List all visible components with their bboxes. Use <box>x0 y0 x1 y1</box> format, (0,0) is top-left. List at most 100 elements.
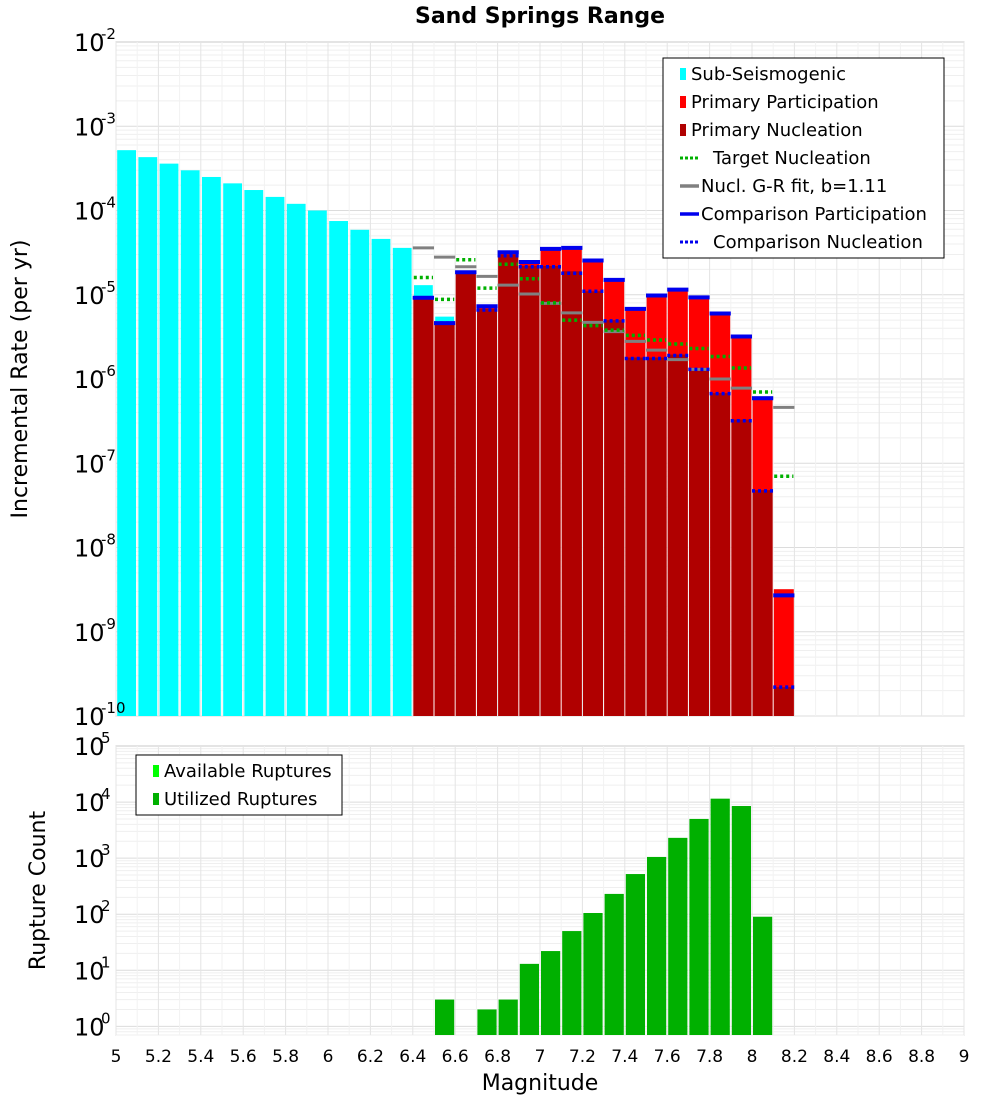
top-legend-swatch <box>680 124 686 136</box>
x-tick-label: 7 <box>535 1047 546 1067</box>
y-tick-exponent: -4 <box>101 194 116 212</box>
top-legend-label: Target Nucleation <box>712 148 871 169</box>
x-tick-label: 6.8 <box>484 1047 511 1067</box>
primary-nucleation-bar <box>710 393 731 716</box>
utilized-ruptures-bar <box>583 913 603 1035</box>
top-y-axis-label: Incremental Rate (per yr) <box>8 240 33 519</box>
utilized-ruptures-bar <box>647 856 667 1035</box>
utilized-ruptures-bar <box>519 963 539 1035</box>
x-tick-label: 5.2 <box>145 1047 172 1067</box>
x-axis-label: Magnitude <box>482 1071 599 1096</box>
x-tick-label: 8.2 <box>781 1047 808 1067</box>
y-tick-exponent: -10 <box>101 699 126 717</box>
y-tick-exponent: -9 <box>101 615 116 633</box>
sub-seismogenic-bar <box>180 170 200 716</box>
y-tick-exponent: 0 <box>101 1009 111 1027</box>
y-tick-label: 10 <box>74 113 105 141</box>
top-legend-label: Comparison Participation <box>701 204 927 225</box>
x-tick-label: 5.4 <box>187 1047 214 1067</box>
top-legend <box>662 57 945 259</box>
utilized-ruptures-bar <box>710 798 730 1035</box>
x-tick-label: 6.6 <box>442 1047 469 1067</box>
top-legend-label: Sub-Seismogenic <box>691 64 846 85</box>
x-tick-label: 5.6 <box>230 1047 257 1067</box>
y-tick-exponent: 1 <box>101 953 111 971</box>
utilized-ruptures-bar <box>668 837 688 1035</box>
x-tick-label: 8.6 <box>866 1047 893 1067</box>
bottom-legend-label: Utilized Ruptures <box>164 789 317 810</box>
x-tick-label: 7.6 <box>654 1047 681 1067</box>
y-tick-exponent: 5 <box>101 729 111 747</box>
y-tick-exponent: -8 <box>101 531 116 549</box>
primary-nucleation-bar <box>731 419 752 716</box>
utilized-ruptures-bar <box>435 999 455 1035</box>
sub-seismogenic-bar <box>202 176 221 716</box>
y-tick-label: 10 <box>74 535 105 563</box>
primary-nucleation-bar <box>519 265 540 716</box>
top-legend-swatch <box>680 68 686 80</box>
primary-nucleation-bar <box>498 254 519 716</box>
x-tick-label: 8.4 <box>823 1047 850 1067</box>
y-tick-label: 10 <box>74 450 105 478</box>
sub-seismogenic-bar <box>371 238 391 716</box>
x-tick-label: 5 <box>111 1047 122 1067</box>
utilized-ruptures-bar <box>604 893 624 1035</box>
primary-nucleation-bar <box>667 354 688 716</box>
utilized-ruptures-bar <box>753 916 773 1035</box>
top-legend-label: Primary Participation <box>691 92 879 113</box>
utilized-ruptures-bar <box>541 951 561 1035</box>
x-tick-label: 7.8 <box>696 1047 723 1067</box>
x-tick-label: 7.4 <box>611 1047 638 1067</box>
y-tick-label: 10 <box>74 198 105 226</box>
sub-seismogenic-bar <box>138 157 158 717</box>
top-legend-label: Primary Nucleation <box>691 120 863 141</box>
y-tick-label: 10 <box>74 901 105 929</box>
y-tick-label: 10 <box>74 366 105 394</box>
y-tick-exponent: 4 <box>101 785 111 803</box>
x-tick-label: 5.8 <box>272 1047 299 1067</box>
y-tick-label: 10 <box>74 733 105 761</box>
primary-nucleation-bar <box>646 357 667 716</box>
sub-seismogenic-bar <box>265 196 285 717</box>
top-legend-label: Nucl. G-R fit, b=1.11 <box>701 176 887 197</box>
y-tick-label: 10 <box>74 619 105 647</box>
sub-seismogenic-bar <box>308 210 327 716</box>
primary-nucleation-bar <box>455 271 476 716</box>
y-tick-exponent: 3 <box>101 841 111 859</box>
y-tick-label: 10 <box>74 282 105 310</box>
sub-seismogenic-bar <box>117 150 136 717</box>
primary-nucleation-bar <box>604 320 625 716</box>
y-tick-exponent: 2 <box>101 897 111 915</box>
sub-seismogenic-bar <box>392 247 412 716</box>
primary-participation-bar <box>773 589 794 716</box>
primary-nucleation-bar <box>752 490 773 716</box>
bottom-legend-swatch <box>153 765 159 777</box>
y-tick-label: 10 <box>74 1013 105 1041</box>
chart-title: Sand Springs Range <box>415 4 665 29</box>
x-tick-label: 7.2 <box>569 1047 596 1067</box>
x-tick-label: 6 <box>323 1047 334 1067</box>
y-tick-label: 10 <box>74 789 105 817</box>
y-tick-label: 10 <box>74 703 105 731</box>
y-tick-exponent: -2 <box>101 25 116 43</box>
sub-seismogenic-bar <box>159 163 179 716</box>
utilized-ruptures-bar <box>689 818 709 1035</box>
x-tick-label: 6.2 <box>357 1047 384 1067</box>
sub-seismogenic-bar <box>223 183 242 716</box>
y-tick-exponent: -5 <box>101 278 116 296</box>
x-tick-label: 8.8 <box>908 1047 935 1067</box>
sub-seismogenic-bar <box>286 203 306 716</box>
y-tick-label: 10 <box>74 29 105 57</box>
y-tick-exponent: -6 <box>101 362 116 380</box>
bottom-legend-label: Available Ruptures <box>164 761 332 782</box>
utilized-ruptures-bar <box>498 999 518 1035</box>
top-legend-swatch <box>680 96 686 108</box>
utilized-ruptures-bar <box>625 874 645 1035</box>
x-tick-label: 6.4 <box>399 1047 426 1067</box>
primary-nucleation-bar <box>434 322 455 716</box>
primary-nucleation-bar <box>583 291 603 716</box>
utilized-ruptures-bar <box>731 806 751 1035</box>
primary-nucleation-bar <box>540 265 561 716</box>
bottom-y-axis-label: Rupture Count <box>26 811 51 971</box>
